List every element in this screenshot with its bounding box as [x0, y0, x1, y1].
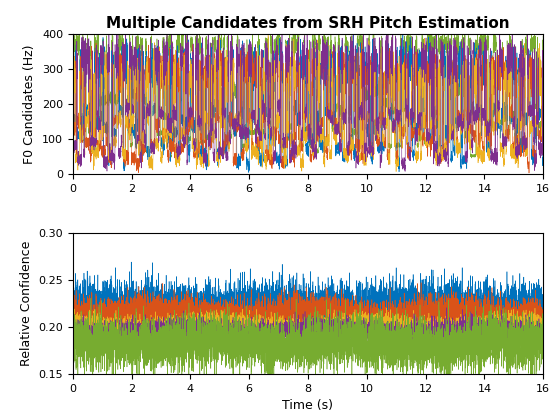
Y-axis label: F0 Candidates (Hz): F0 Candidates (Hz)	[24, 44, 36, 164]
Y-axis label: Relative Confidence: Relative Confidence	[20, 241, 33, 366]
Title: Multiple Candidates from SRH Pitch Estimation: Multiple Candidates from SRH Pitch Estim…	[106, 16, 510, 31]
X-axis label: Time (s): Time (s)	[282, 399, 334, 412]
